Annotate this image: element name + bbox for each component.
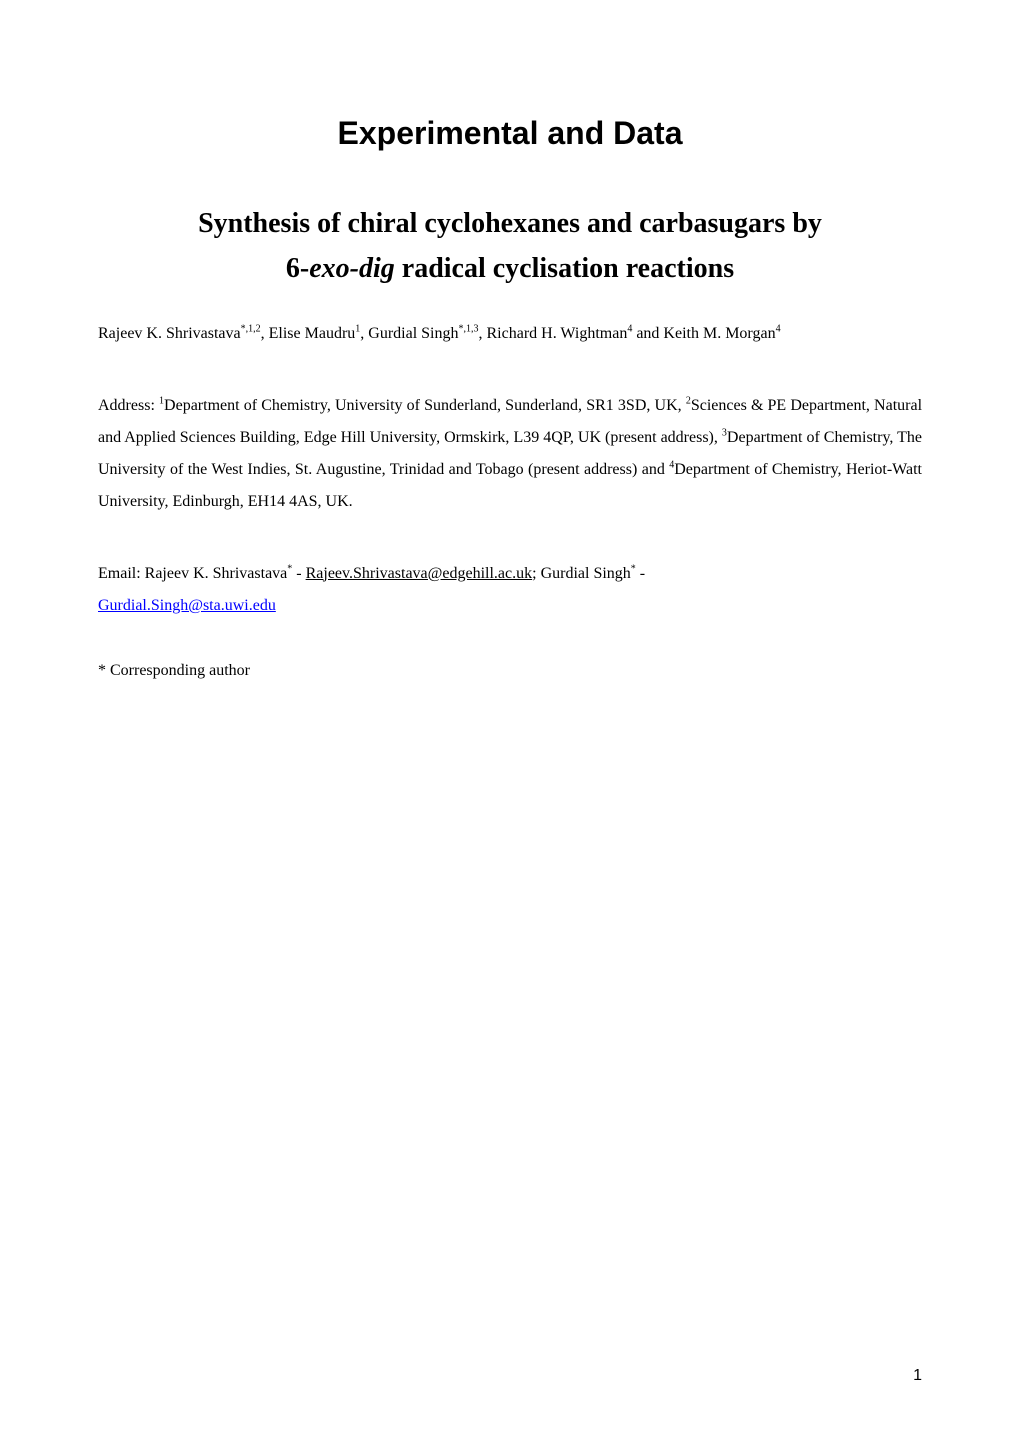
address-block: Address: 1Department of Chemistry, Unive…: [98, 390, 922, 518]
email-sep-1: -: [292, 565, 305, 582]
email-name-1: Rajeev K. Shrivastava: [145, 565, 288, 582]
author-5-name: Keith M. Morgan: [663, 325, 775, 342]
author-3-sup: *,1,3: [459, 323, 479, 334]
corresponding-author-note: * Corresponding author: [98, 662, 922, 680]
author-1-sup: *,1,2: [241, 323, 261, 334]
author-1-name: Rajeev K. Shrivastava: [98, 325, 241, 342]
author-sep-3: ,: [479, 325, 487, 342]
title-prefix: 6-: [286, 253, 309, 284]
paper-title-line-1: Synthesis of chiral cyclohexanes and car…: [98, 202, 922, 247]
title-italic: exo-dig: [309, 253, 395, 284]
authors-block: Rajeev K. Shrivastava*,1,2, Elise Maudru…: [98, 318, 922, 350]
email-label: Email:: [98, 565, 145, 582]
author-sep-4: and: [632, 325, 663, 342]
author-4-name: Richard H. Wightman: [487, 325, 628, 342]
paper-title-line-2: 6-exo-dig radical cyclisation reactions: [98, 247, 922, 292]
main-heading: Experimental and Data: [98, 115, 922, 152]
document-page: Experimental and Data Synthesis of chira…: [0, 0, 1020, 1443]
email-name-2: Gurdial Singh: [541, 565, 631, 582]
author-3-name: Gurdial Singh: [368, 325, 458, 342]
email-link-1[interactable]: Rajeev.Shrivastava@edgehill.ac.uk: [306, 565, 533, 582]
author-5-sup: 4: [776, 323, 781, 334]
email-sep-3: -: [636, 565, 645, 582]
address-label: Address:: [98, 397, 159, 414]
title-suffix: radical cyclisation reactions: [395, 253, 734, 284]
page-number: 1: [913, 1367, 922, 1385]
email-link-2[interactable]: Gurdial.Singh@sta.uwi.edu: [98, 597, 276, 614]
author-2-name: Elise Maudru: [269, 325, 356, 342]
email-block: Email: Rajeev K. Shrivastava* - Rajeev.S…: [98, 558, 922, 622]
address-part-1: Department of Chemistry, University of S…: [164, 397, 686, 414]
author-sep-1: ,: [261, 325, 269, 342]
email-sep-2: ;: [532, 565, 540, 582]
